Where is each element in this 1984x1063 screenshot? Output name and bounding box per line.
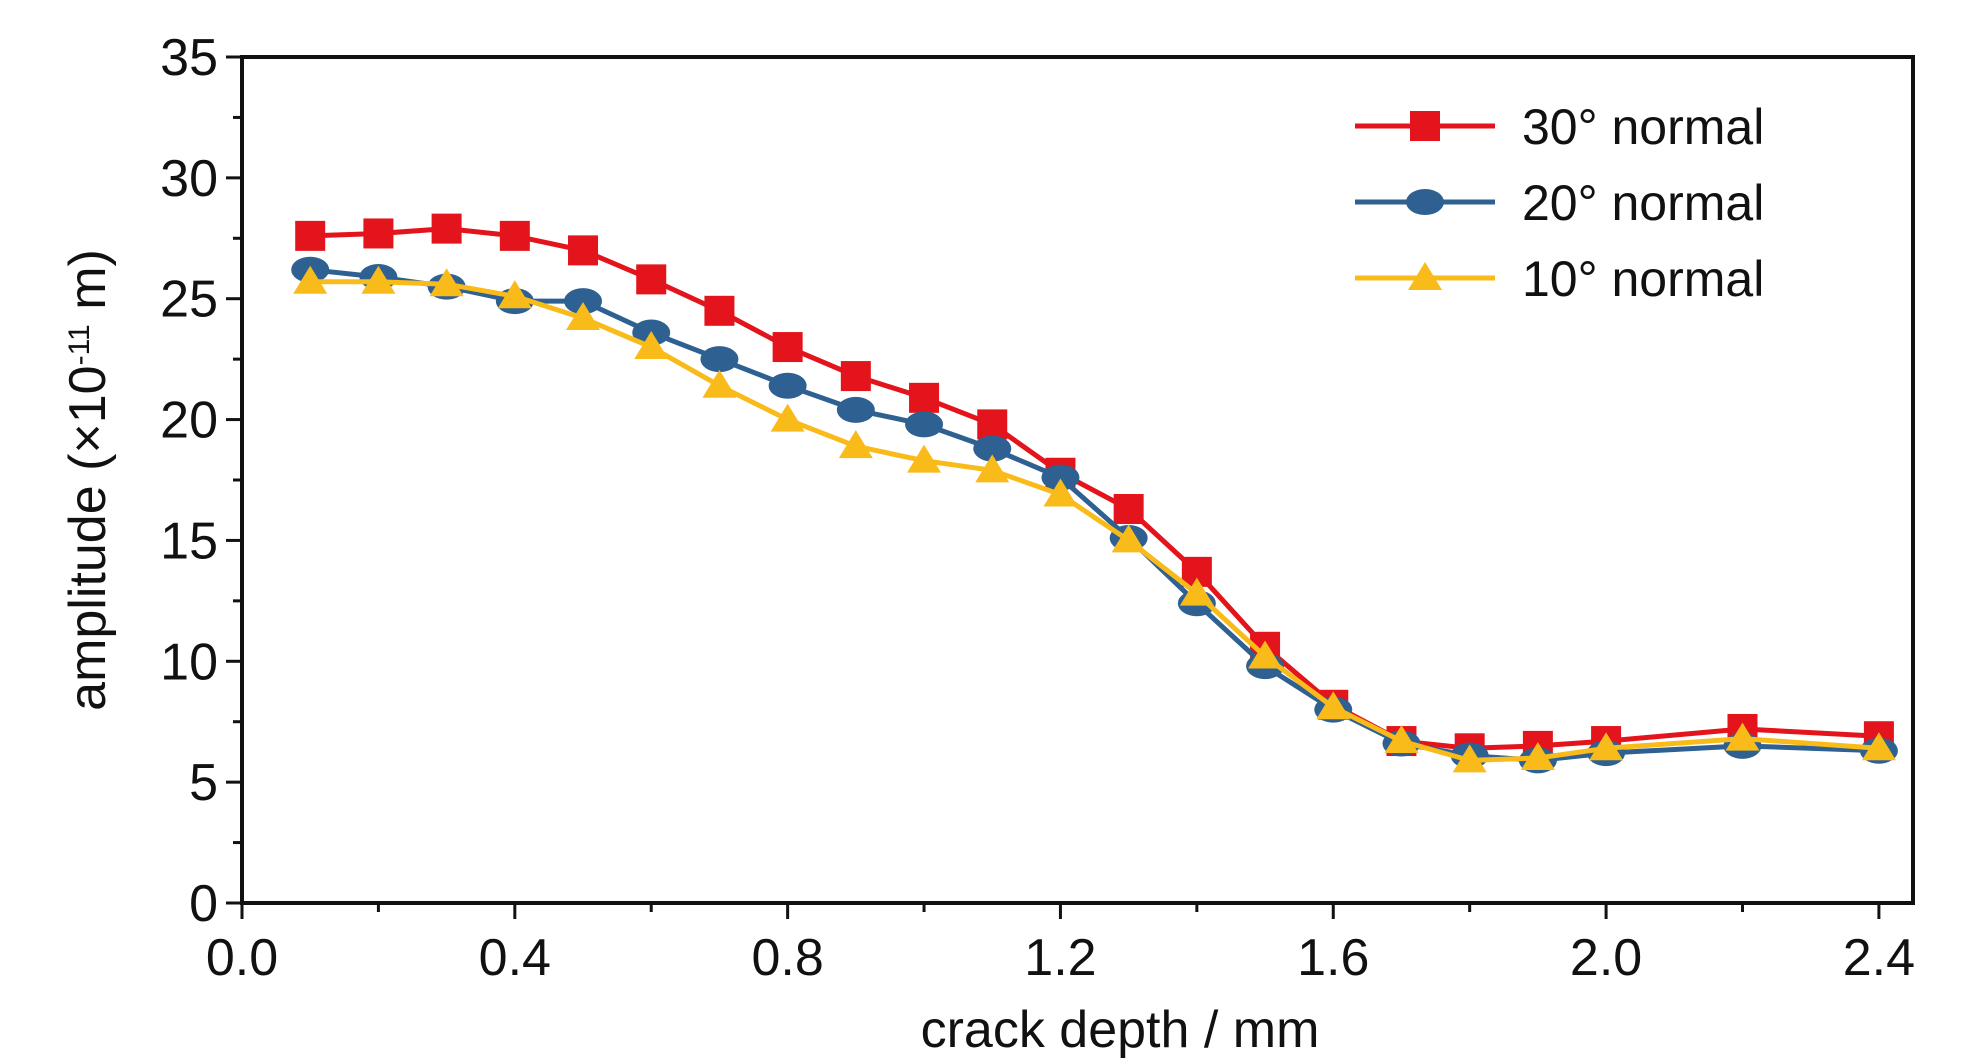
- data-point: [973, 435, 1012, 462]
- y-tick-label: 25: [160, 271, 218, 329]
- data-point: [1589, 732, 1624, 761]
- y-tick-label: 15: [160, 512, 218, 570]
- data-point: [1179, 577, 1214, 606]
- y-axis-title: amplitude (×10-11 m): [59, 249, 117, 711]
- data-point: [905, 411, 944, 438]
- data-point: [836, 396, 875, 423]
- data-point: [1248, 640, 1283, 669]
- data-point: [568, 235, 599, 266]
- data-point: [636, 264, 667, 295]
- data-point: [704, 295, 735, 326]
- data-point: [768, 372, 807, 399]
- data-point: [700, 346, 739, 373]
- data-point: [977, 409, 1008, 440]
- legend: 30° normal 20° normal 10° normal: [1355, 99, 1764, 307]
- data-point: [907, 444, 942, 473]
- data-point: [295, 220, 326, 251]
- data-point: [497, 280, 532, 309]
- x-tick-label: 2.0: [1570, 929, 1642, 987]
- y-tick-label: 20: [160, 392, 218, 450]
- legend-label: 10° normal: [1522, 251, 1764, 307]
- y-axis-title-suffix: m): [59, 249, 117, 324]
- data-point: [564, 288, 603, 315]
- data-point: [909, 382, 940, 413]
- x-axis-title: crack depth / mm: [921, 1001, 1320, 1059]
- data-point: [293, 265, 328, 294]
- y-axis-title-prefix: amplitude (×10: [59, 365, 117, 710]
- data-point: [1316, 691, 1351, 720]
- legend-label: 30° normal: [1522, 99, 1764, 155]
- data-point: [499, 220, 530, 251]
- data-point: [975, 454, 1010, 483]
- y-tick-label: 5: [189, 754, 218, 812]
- data-point: [566, 302, 601, 331]
- data-point: [1520, 741, 1555, 770]
- data-point: [1725, 722, 1760, 751]
- x-tick-label: 0.8: [751, 929, 823, 987]
- legend-label: 20° normal: [1522, 175, 1764, 231]
- data-point: [1861, 732, 1896, 761]
- series-layer: [291, 213, 1898, 774]
- data-point: [838, 430, 873, 459]
- data-point: [431, 213, 462, 244]
- legend-marker: [1408, 262, 1442, 290]
- series-line: [310, 226, 1880, 751]
- x-tick-label: 1.6: [1297, 929, 1369, 987]
- x-axis: 0.0 0.4 0.8 1.2 1.6 2.0 2.4: [206, 903, 1915, 987]
- data-point: [1384, 725, 1419, 754]
- data-point: [361, 265, 396, 294]
- data-point: [702, 369, 737, 398]
- data-point: [429, 268, 464, 297]
- legend-marker: [1410, 111, 1440, 141]
- data-point: [772, 332, 803, 363]
- data-point: [1113, 494, 1144, 525]
- y-tick-label: 10: [160, 633, 218, 691]
- data-point: [634, 331, 669, 360]
- y-tick-label: 0: [189, 875, 218, 933]
- x-tick-label: 0.4: [479, 929, 551, 987]
- legend-marker: [1406, 189, 1444, 215]
- y-axis-title-exponent: -11: [63, 324, 96, 365]
- x-tick-label: 0.0: [206, 929, 278, 987]
- data-point: [840, 361, 871, 392]
- data-point: [1041, 464, 1080, 491]
- x-tick-label: 1.2: [1024, 929, 1096, 987]
- data-point: [1043, 478, 1078, 507]
- data-point: [770, 403, 805, 432]
- data-point: [1111, 524, 1146, 553]
- data-point: [1452, 744, 1487, 773]
- y-tick-label: 30: [160, 150, 218, 208]
- y-axis: 0 5 10 15 20 25 30 35: [160, 29, 242, 933]
- y-tick-label: 35: [160, 29, 218, 87]
- data-point: [363, 218, 394, 249]
- series-line: [310, 279, 1880, 763]
- x-tick-label: 2.4: [1843, 929, 1915, 987]
